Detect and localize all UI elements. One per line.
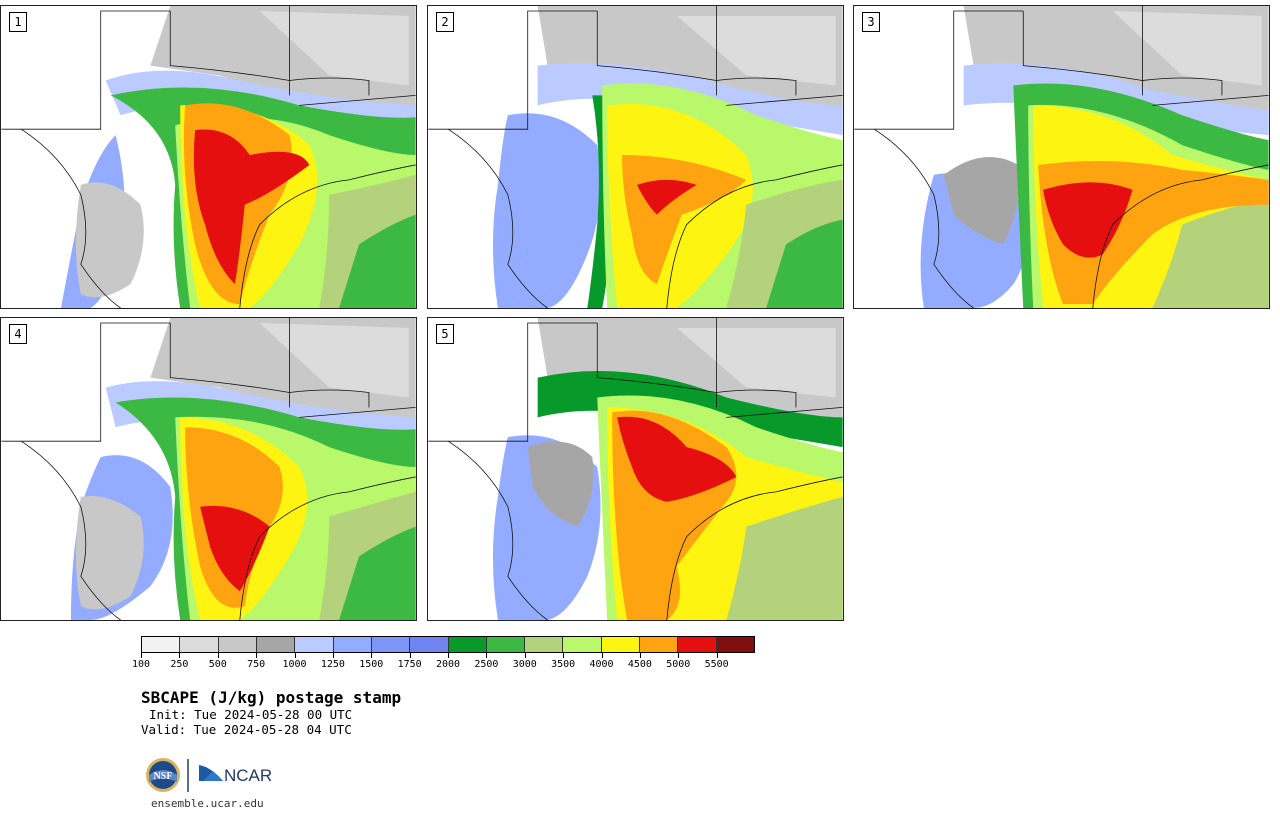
colorbar-tick [179, 653, 181, 658]
colorbar-tick [639, 653, 641, 658]
sponsor-logos: NSF NCAR [143, 755, 283, 795]
init-time: Init: Tue 2024-05-28 00 UTC [149, 707, 353, 722]
colorbar-segment [486, 637, 526, 652]
colorbar-segment [716, 637, 754, 652]
colorbar-tick [563, 653, 565, 658]
stamp-panel-1: 1 [0, 5, 417, 309]
stamp-panel-2: 2 [427, 5, 844, 309]
cape-map-2 [428, 6, 843, 308]
colorbar-tick [256, 653, 258, 658]
ncar-logo-text: NCAR [224, 766, 272, 785]
colorbar-segment [295, 637, 334, 652]
colorbar-tick-label: 750 [247, 659, 266, 670]
colorbar-segment [142, 637, 181, 652]
colorbar-tick-label: 5000 [666, 659, 691, 670]
stamp-panel-3: 3 [853, 5, 1270, 309]
colorbar-tick [332, 653, 334, 658]
colorbar-segment [410, 637, 449, 652]
colorbar [141, 636, 755, 653]
panel-label-2: 2 [436, 12, 454, 32]
colorbar-tick-label: 4000 [589, 659, 614, 670]
colorbar-tick-label: 3500 [551, 659, 576, 670]
panel-label-3: 3 [862, 12, 880, 32]
colorbar-tick-label: 2000 [435, 659, 461, 670]
colorbar-segment [563, 637, 602, 652]
colorbar-tick-label: 3000 [512, 659, 537, 670]
colorbar-tick [486, 653, 488, 658]
panel-label-1: 1 [9, 12, 27, 32]
colorbar-segment [218, 637, 257, 652]
colorbar-segment [333, 637, 372, 652]
colorbar-segment [256, 637, 296, 652]
colorbar-tick-label: 2500 [474, 659, 499, 670]
colorbar-tick-label: 4500 [627, 659, 652, 670]
colorbar-tick [678, 653, 680, 658]
nsf-logo: NSF [146, 758, 180, 792]
colorbar-tick [448, 653, 449, 658]
stamp-panel-5: 5 [427, 317, 844, 621]
panel-label-5: 5 [436, 324, 454, 344]
cape-map-1 [1, 6, 416, 308]
nsf-logo-text: NSF [154, 771, 173, 782]
colorbar-tick-label: 100 [131, 659, 151, 670]
colorbar-tick [141, 653, 142, 658]
colorbar-segment [601, 637, 641, 652]
stamp-panel-4: 4 [0, 317, 417, 621]
cape-map-5 [428, 318, 843, 620]
colorbar-tick [524, 653, 526, 658]
colorbar-segment [678, 637, 717, 652]
website-url: ensemble.ucar.edu [151, 797, 264, 810]
colorbar-tick [601, 653, 603, 658]
colorbar-tick-label: 1250 [320, 659, 345, 670]
colorbar-tick-label: 1000 [282, 659, 307, 670]
colorbar-tick [409, 653, 411, 658]
colorbar-segment [180, 637, 219, 652]
colorbar-tick-label: 1750 [397, 659, 422, 670]
colorbar-segment [640, 637, 679, 652]
colorbar-tick-label: 1500 [359, 659, 384, 670]
colorbar-tick-label: 250 [170, 659, 189, 670]
colorbar-ticks: 100 250 500 750 1000 1250 1500 1750 2000 2500 3000… [132, 653, 755, 673]
ncar-logo: NCAR [199, 763, 272, 785]
colorbar-tick-label: 500 [208, 659, 227, 670]
cape-map-4 [1, 318, 416, 620]
colorbar-segment [525, 637, 564, 652]
colorbar-tick [371, 653, 373, 658]
colorbar-tick [716, 653, 718, 658]
colorbar-tick [294, 653, 296, 658]
colorbar-segment [371, 637, 411, 652]
cape-map-3 [854, 6, 1269, 308]
colorbar-segment [448, 637, 487, 652]
plot-title: SBCAPE (J/kg) postage stamp [141, 688, 402, 707]
colorbar-tick-label: 5500 [704, 659, 729, 670]
panel-label-4: 4 [9, 324, 27, 344]
colorbar-tick [217, 653, 219, 658]
valid-time: Valid: Tue 2024-05-28 04 UTC [141, 722, 352, 737]
